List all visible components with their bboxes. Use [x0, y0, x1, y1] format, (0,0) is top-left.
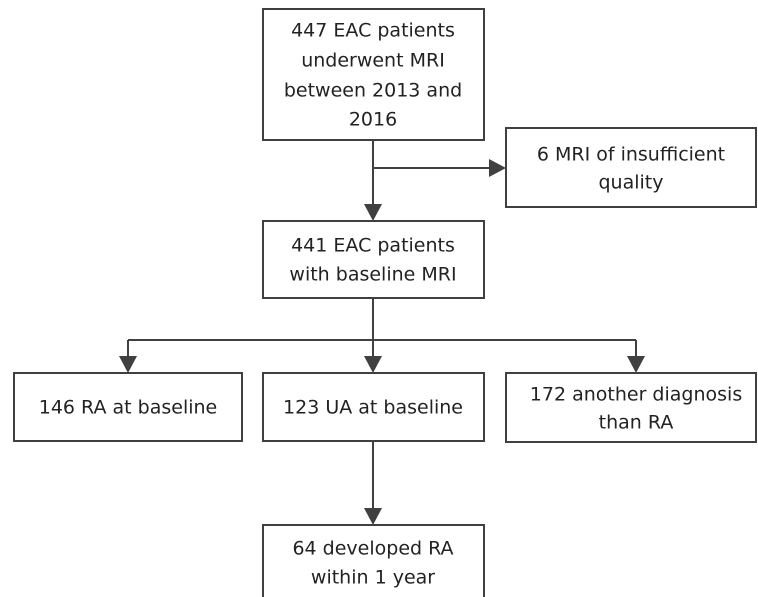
box-text: quality	[599, 172, 664, 194]
connectors	[119, 140, 645, 525]
box-text: 441 EAC patients	[291, 235, 455, 257]
box-frame	[13, 372, 243, 442]
connector	[127, 298, 637, 358]
box-frame	[262, 372, 485, 442]
box-text: 64 developed RA	[292, 538, 453, 560]
box-frame	[505, 372, 757, 443]
box-frame	[505, 127, 757, 208]
box: 6 MRI of insufficient quality	[505, 127, 757, 208]
arrowhead	[627, 356, 645, 373]
box: 146 RA at baseline	[13, 372, 243, 442]
arrowhead	[364, 508, 382, 525]
arrowhead	[364, 356, 382, 373]
box: 441 EAC patients with baseline MRI	[262, 220, 485, 299]
arrowhead	[119, 356, 137, 373]
box-text: 146 RA at baseline	[39, 397, 218, 419]
arrowhead	[364, 204, 382, 221]
box-frame	[262, 524, 485, 597]
box-text: with baseline MRI	[289, 264, 456, 286]
box-text: 447 EAC patients	[291, 20, 455, 42]
box-text: 172 another diagnosis	[530, 384, 742, 406]
box-text: 123 UA at baseline	[283, 397, 463, 419]
box-text: within 1 year	[311, 567, 435, 589]
box-text: 2016	[349, 109, 397, 131]
box-text: between 2013 and	[284, 80, 462, 102]
box-frame	[262, 220, 485, 299]
box: 64 developed RA within 1 year	[262, 524, 485, 597]
box-text: 6 MRI of insufficient	[537, 144, 725, 166]
box: 172 another diagnosis than RA	[505, 372, 757, 443]
box-text: underwent MRI	[301, 50, 445, 72]
arrowhead	[489, 159, 506, 177]
box-text: than RA	[599, 412, 674, 434]
box: 123 UA at baseline	[262, 372, 485, 442]
box-frame	[262, 8, 485, 141]
box: 447 EAC patients underwent MRI between 2…	[262, 8, 485, 141]
